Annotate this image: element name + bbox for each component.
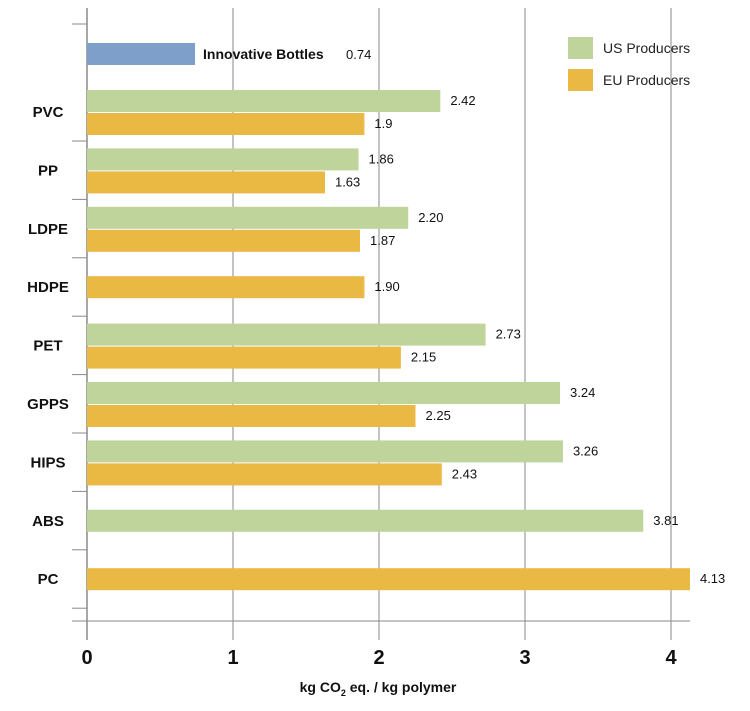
x-tick-label-2: 2 xyxy=(373,647,384,669)
bar-hips-us-producers xyxy=(87,440,563,463)
x-tick-label-4: 4 xyxy=(665,647,677,669)
data-label-abs-us-producers: 3.81 xyxy=(653,513,678,528)
x-axis-label-part: eq. / kg polymer xyxy=(346,679,457,695)
x-axis-label-subscript: 2 xyxy=(341,688,346,698)
bar-pvc-us-producers xyxy=(87,90,441,112)
legend-label-us-producers: US Producers xyxy=(603,40,690,56)
category-label-pp: PP xyxy=(38,162,58,179)
data-label-pet-eu-producers: 2.15 xyxy=(411,350,436,365)
category-label-hdpe: HDPE xyxy=(27,279,69,296)
category-label-ldpe: LDPE xyxy=(28,221,68,238)
bar-pp-us-producers xyxy=(87,148,359,171)
legend-label-eu-producers: EU Producers xyxy=(603,72,690,88)
bar-gpps-eu-producers xyxy=(87,405,416,427)
data-label-hips-us-producers: 3.26 xyxy=(573,443,598,458)
bar-pc-eu-producers xyxy=(87,568,690,591)
bar-pet-us-producers xyxy=(87,323,486,346)
data-label-pet-us-producers: 2.73 xyxy=(496,327,521,342)
bars-layer: Innovative Bottles 0.74 2.42 1.9 1.86 1.63 2.2… xyxy=(87,43,725,591)
data-label-pvc-us-producers: 2.42 xyxy=(450,93,475,108)
bar-name-label-innovative-bottles: Innovative Bottles xyxy=(203,46,324,62)
data-label-innovative-bottles: 0.74 xyxy=(346,47,371,62)
category-label-abs: ABS xyxy=(32,513,64,530)
x-axis-label: kg CO2 eq. / kg polymer xyxy=(300,679,457,698)
legend-swatch-us-producers xyxy=(568,37,593,59)
bar-ldpe-eu-producers xyxy=(87,229,361,252)
x-tick-labels: 0 1 2 3 4 xyxy=(81,647,677,669)
category-labels: PVC PP LDPE HDPE PET GPPS HIPS ABS PC xyxy=(27,104,69,588)
bar-pp-eu-producers xyxy=(87,171,325,194)
legend: US Producers EU Producers xyxy=(568,37,690,91)
category-label-hips: HIPS xyxy=(30,454,65,471)
bar-ldpe-us-producers xyxy=(87,206,409,229)
x-axis-label-part: kg CO xyxy=(300,679,341,695)
category-label-pc: PC xyxy=(38,571,59,588)
data-label-pp-eu-producers: 1.63 xyxy=(335,174,360,189)
data-label-hdpe-eu-producers: 1.90 xyxy=(374,279,399,294)
data-label-hips-eu-producers: 2.43 xyxy=(452,466,477,481)
data-label-pvc-eu-producers: 1.9 xyxy=(374,116,392,131)
data-label-ldpe-us-producers: 2.20 xyxy=(418,210,443,225)
bar-gpps-us-producers xyxy=(87,382,561,404)
bar-abs-us-producers xyxy=(87,509,644,532)
category-label-pvc: PVC xyxy=(33,104,64,121)
data-label-pc-eu-producers: 4.13 xyxy=(700,571,725,586)
category-label-pet: PET xyxy=(33,338,62,355)
category-label-gpps: GPPS xyxy=(27,396,69,413)
bar-pet-eu-producers xyxy=(87,346,401,369)
bar-hips-eu-producers xyxy=(87,463,442,486)
data-label-gpps-us-producers: 3.24 xyxy=(570,385,595,400)
x-tick-label-3: 3 xyxy=(519,647,530,669)
x-tick-label-0: 0 xyxy=(81,647,92,669)
data-label-pp-us-producers: 1.86 xyxy=(369,151,394,166)
legend-swatch-eu-producers xyxy=(568,69,593,91)
bar-hdpe-eu-producers xyxy=(87,276,365,299)
x-tick-label-1: 1 xyxy=(227,647,238,669)
data-label-gpps-eu-producers: 2.25 xyxy=(426,408,451,423)
data-label-ldpe-eu-producers: 1.87 xyxy=(370,233,395,248)
bar-innovative-bottles xyxy=(87,43,196,65)
bar-pvc-eu-producers xyxy=(87,113,365,135)
